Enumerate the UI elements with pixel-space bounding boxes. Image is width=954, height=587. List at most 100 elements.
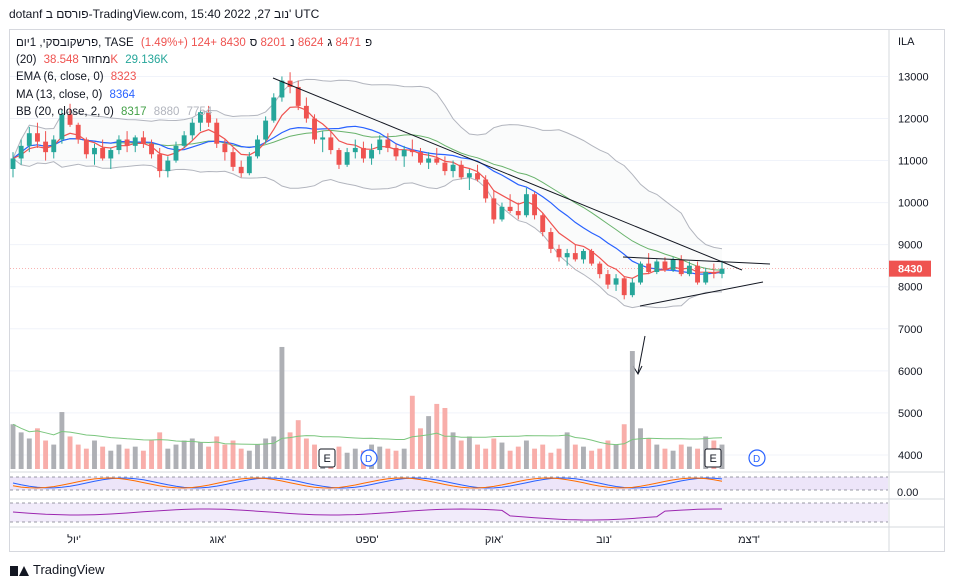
volume-bar[interactable] <box>206 446 212 469</box>
candle[interactable] <box>450 164 456 172</box>
volume-bar[interactable] <box>377 446 383 469</box>
volume-bar[interactable] <box>312 444 317 469</box>
candle[interactable] <box>418 152 423 163</box>
volume-bar[interactable] <box>10 424 16 469</box>
candle[interactable] <box>369 150 375 159</box>
candle[interactable] <box>613 278 619 285</box>
candle[interactable] <box>67 114 73 125</box>
volume-bar[interactable] <box>35 428 40 469</box>
volume-bar[interactable] <box>499 442 505 469</box>
legend-symbol-row[interactable]: פרשקובסקי, 1יום, TASE פ8471 ג8624 נ8201 … <box>16 35 372 52</box>
volume-bar[interactable] <box>26 438 32 469</box>
volume-bar[interactable] <box>475 444 480 469</box>
osc-line-d[interactable] <box>12 477 723 489</box>
candle[interactable] <box>140 137 146 144</box>
volume-bar[interactable] <box>108 450 114 469</box>
candle[interactable] <box>426 158 432 163</box>
earnings-event-icon[interactable] <box>704 448 722 468</box>
candle[interactable] <box>507 206 513 212</box>
candle[interactable] <box>589 250 595 264</box>
volume-bar[interactable] <box>67 436 73 469</box>
candle[interactable] <box>149 143 154 155</box>
candle[interactable] <box>35 133 40 142</box>
volume-bar[interactable] <box>385 448 391 469</box>
volume-bar[interactable] <box>352 448 358 469</box>
volume-bar[interactable] <box>279 346 285 469</box>
candle[interactable] <box>605 274 611 285</box>
candle[interactable] <box>475 173 480 180</box>
candle[interactable] <box>393 147 399 157</box>
volume-bar[interactable] <box>605 440 611 469</box>
trendline-lower-triangle[interactable] <box>639 281 764 307</box>
candle[interactable] <box>238 166 244 174</box>
volume-bar[interactable] <box>230 440 236 469</box>
candle[interactable] <box>442 162 448 172</box>
legend-ma-row[interactable]: MA (13, close, 0) 8364 <box>16 87 372 104</box>
volume-bar[interactable] <box>51 444 57 469</box>
candle[interactable] <box>662 261 668 270</box>
candle[interactable] <box>499 206 505 220</box>
candle[interactable] <box>287 80 293 87</box>
legend-volume-row[interactable]: (20) מחזור 38.548K 29.136K <box>16 52 372 69</box>
candle[interactable] <box>165 160 171 172</box>
bb-lower-line[interactable] <box>12 158 723 309</box>
candle[interactable] <box>629 282 635 296</box>
candle[interactable] <box>556 248 562 258</box>
candle[interactable] <box>409 150 415 153</box>
candle[interactable] <box>92 147 97 155</box>
candle[interactable] <box>59 114 65 140</box>
volume-bar[interactable] <box>483 448 489 469</box>
volume-bar[interactable] <box>646 438 652 469</box>
volume-ma-line[interactable] <box>12 423 723 446</box>
volume-bar[interactable] <box>149 440 154 469</box>
candle[interactable] <box>401 150 407 157</box>
candle[interactable] <box>222 143 228 153</box>
volume-bar[interactable] <box>597 448 603 469</box>
candle[interactable] <box>523 194 529 216</box>
candle[interactable] <box>515 211 521 216</box>
candle[interactable] <box>43 141 49 153</box>
candle[interactable] <box>711 272 717 274</box>
volume-bar[interactable] <box>678 444 684 469</box>
volume-bar[interactable] <box>434 403 440 469</box>
volume-bar[interactable] <box>401 448 407 469</box>
volume-bar[interactable] <box>157 432 163 469</box>
volume-bar[interactable] <box>613 444 619 469</box>
volume-bar[interactable] <box>719 444 725 469</box>
candle[interactable] <box>83 139 89 155</box>
bb-mid-line[interactable] <box>12 129 723 271</box>
volume-bar[interactable] <box>238 448 244 469</box>
volume-bar[interactable] <box>197 442 203 469</box>
candle[interactable] <box>646 263 652 273</box>
candle[interactable] <box>719 268 725 274</box>
candle[interactable] <box>181 135 187 146</box>
candle[interactable] <box>108 150 114 159</box>
volume-bar[interactable] <box>621 424 627 469</box>
volume-bar[interactable] <box>662 448 668 469</box>
candle[interactable] <box>564 253 570 258</box>
candle[interactable] <box>434 158 440 163</box>
legend-symbol[interactable]: פרשקובסקי, 1יום, TASE <box>16 37 134 49</box>
volume-bar[interactable] <box>670 450 676 469</box>
volume-bar[interactable] <box>564 432 570 469</box>
candle[interactable] <box>344 152 350 165</box>
candle[interactable] <box>157 154 163 172</box>
volume-bar[interactable] <box>426 416 432 469</box>
last-price-badge[interactable] <box>889 260 931 277</box>
candle[interactable] <box>206 112 212 123</box>
volume-bar[interactable] <box>393 450 399 469</box>
volume-bar[interactable] <box>532 448 538 469</box>
candle[interactable] <box>458 164 464 178</box>
volume-bar[interactable] <box>589 450 595 469</box>
volume-bar[interactable] <box>515 446 521 469</box>
candle[interactable] <box>385 139 391 148</box>
candle[interactable] <box>214 122 220 144</box>
volume-bar[interactable] <box>442 407 448 469</box>
volume-bar[interactable] <box>75 444 81 469</box>
volume-bar[interactable] <box>214 436 220 469</box>
candle[interactable] <box>638 263 643 283</box>
ma-line[interactable] <box>12 125 723 275</box>
dividend-event-icon[interactable] <box>360 449 378 467</box>
candle[interactable] <box>75 124 81 140</box>
